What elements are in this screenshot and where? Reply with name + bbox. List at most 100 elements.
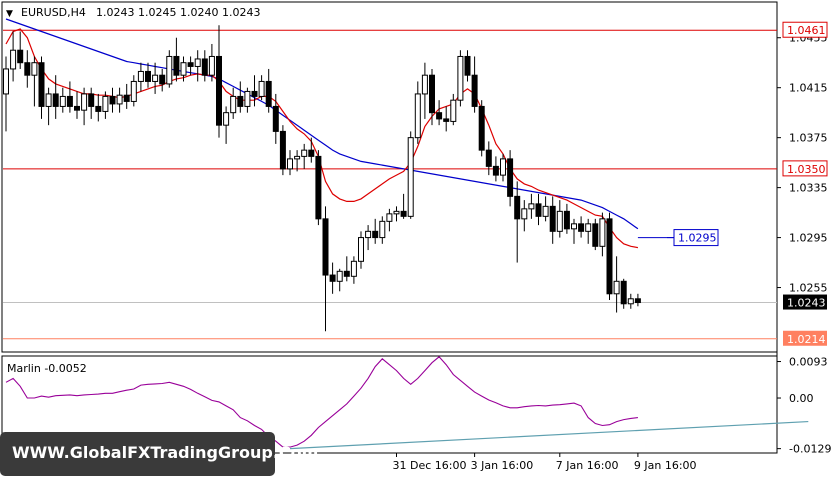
candle bbox=[372, 218, 379, 244]
candle bbox=[74, 91, 80, 119]
marlin-indicator bbox=[5, 356, 809, 450]
marlin-trend-line bbox=[289, 420, 809, 450]
price-tick-label: 1.0295 bbox=[789, 232, 828, 245]
price-tick-label: 1.0255 bbox=[789, 282, 828, 295]
indicator-tick-label: 0.0093 bbox=[789, 356, 828, 369]
candle-body bbox=[421, 74, 428, 95]
candle bbox=[429, 68, 435, 126]
candle-body bbox=[521, 208, 528, 220]
candle bbox=[95, 93, 102, 122]
candle-body bbox=[180, 62, 187, 76]
candle bbox=[365, 225, 372, 251]
candle bbox=[436, 100, 443, 126]
candle bbox=[102, 91, 109, 119]
candle-body bbox=[301, 149, 308, 157]
candle-body bbox=[386, 213, 393, 222]
candle bbox=[159, 68, 166, 92]
main-pane[interactable] bbox=[1, 1, 778, 353]
candle bbox=[485, 141, 492, 176]
level-lines bbox=[3, 29, 777, 340]
candle-body bbox=[400, 210, 407, 217]
candle bbox=[414, 81, 421, 144]
candle-body bbox=[350, 260, 357, 277]
candle bbox=[116, 87, 123, 113]
current-price-text: 1.0243 bbox=[787, 297, 826, 310]
candle-body bbox=[329, 274, 336, 282]
candle-body bbox=[379, 220, 386, 239]
candle bbox=[500, 153, 506, 182]
candle bbox=[237, 81, 244, 113]
candle-body bbox=[620, 280, 627, 305]
axis-labels: 1.04551.04151.03751.03351.02951.02551.04… bbox=[393, 21, 831, 472]
candle-body bbox=[358, 237, 364, 262]
candle bbox=[109, 87, 116, 113]
candle-body bbox=[372, 230, 379, 239]
candle bbox=[123, 83, 130, 109]
candle-body bbox=[45, 93, 52, 107]
candle-body bbox=[173, 55, 180, 76]
candle-body bbox=[407, 137, 414, 217]
indicator-tick-label: -0.0129 bbox=[789, 443, 831, 456]
candle bbox=[301, 143, 308, 169]
candle-body bbox=[315, 155, 322, 220]
price-tick-label: 1.0335 bbox=[789, 182, 828, 195]
candle bbox=[137, 62, 144, 92]
candle-body bbox=[514, 195, 521, 220]
menu-arrow-icon[interactable]: ▼ bbox=[6, 9, 13, 19]
candle-body bbox=[166, 55, 173, 85]
candle-body bbox=[74, 105, 80, 111]
current-price-box bbox=[783, 294, 827, 310]
candle-body bbox=[571, 223, 577, 230]
candle bbox=[258, 75, 265, 101]
candle-body bbox=[237, 95, 244, 107]
candle bbox=[244, 87, 251, 113]
candle bbox=[400, 193, 407, 219]
candle bbox=[571, 218, 577, 244]
marlin-line bbox=[5, 356, 638, 448]
candle bbox=[272, 93, 279, 144]
candle-body bbox=[81, 93, 88, 111]
candle bbox=[443, 106, 450, 132]
candle bbox=[421, 62, 428, 119]
candle-body bbox=[443, 118, 450, 122]
candle bbox=[613, 256, 620, 313]
candle bbox=[393, 206, 400, 222]
ma-label-text: 1.0295 bbox=[678, 232, 717, 245]
time-tick-label: 9 Jan 16:00 bbox=[634, 459, 697, 472]
candle-body bbox=[343, 270, 350, 277]
candle-body bbox=[159, 74, 166, 85]
candle bbox=[358, 231, 364, 269]
candle bbox=[279, 125, 286, 176]
candle bbox=[251, 75, 258, 107]
candle bbox=[52, 75, 59, 119]
watermark-text: WWW.GlobalFXTradingGroup.Com bbox=[12, 443, 318, 462]
time-tick-label: 31 Dec 16:00 bbox=[393, 459, 467, 472]
candle bbox=[38, 56, 45, 119]
candle-body bbox=[471, 74, 478, 107]
candle-body bbox=[556, 210, 563, 232]
candle bbox=[230, 87, 237, 119]
candle-body bbox=[31, 62, 38, 76]
candle-body bbox=[542, 205, 549, 217]
candle bbox=[471, 56, 478, 113]
candle bbox=[223, 106, 230, 144]
candle bbox=[634, 293, 641, 307]
moving-averages: 1.0295 bbox=[5, 18, 719, 249]
indicator-title: Marlin -0.0052 bbox=[7, 362, 87, 375]
candle bbox=[152, 62, 159, 94]
level-label-text: 1.0214 bbox=[787, 333, 826, 346]
candle bbox=[514, 181, 521, 263]
symbol-timeframe: EURUSD,H4 bbox=[21, 6, 86, 19]
candle-body bbox=[429, 74, 435, 114]
candle-body bbox=[485, 149, 492, 167]
candle-body bbox=[95, 105, 102, 112]
candle-body bbox=[145, 70, 151, 82]
candle-body bbox=[492, 165, 499, 176]
candle bbox=[194, 50, 201, 82]
candle bbox=[556, 200, 563, 238]
candle-body bbox=[634, 298, 641, 304]
candle bbox=[45, 87, 52, 126]
candle bbox=[627, 293, 634, 309]
candle bbox=[130, 75, 137, 107]
